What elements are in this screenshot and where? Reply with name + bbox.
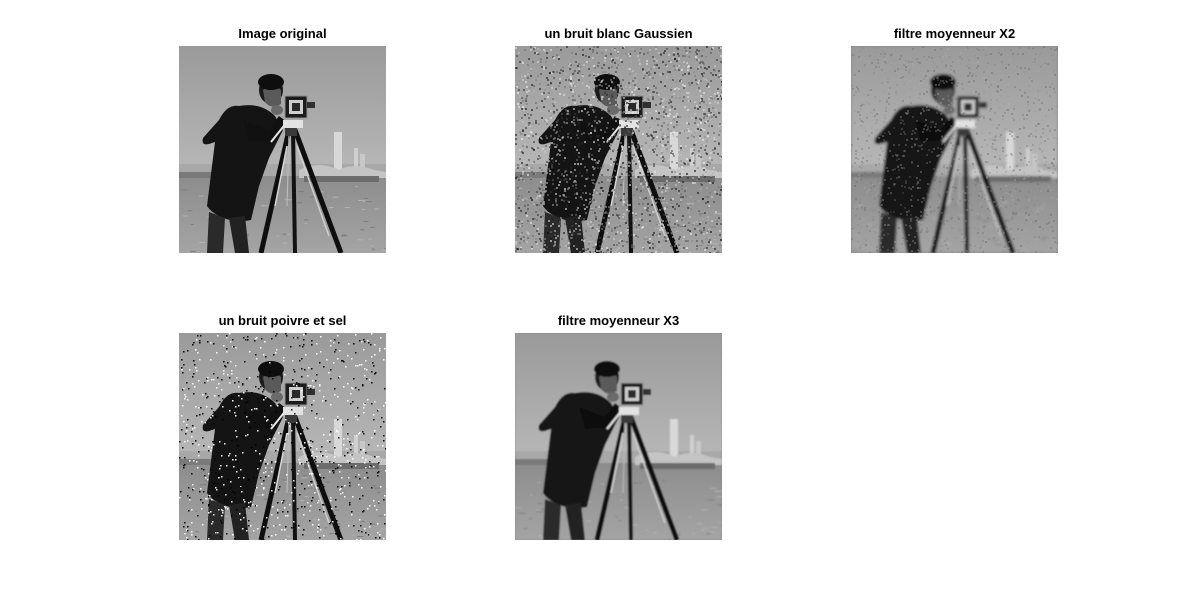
subplot-title-mean3: filtre moyenneur X3 bbox=[557, 313, 680, 328]
subplot-title-mean2: filtre moyenneur X2 bbox=[893, 26, 1016, 41]
subplot-title-gaussian: un bruit blanc Gaussien bbox=[544, 26, 693, 41]
image-original bbox=[179, 46, 386, 253]
image-mean-filter-x3 bbox=[515, 333, 722, 540]
image-salt-pepper-noise bbox=[179, 333, 386, 540]
image-mean-filter-x2 bbox=[851, 46, 1058, 253]
subplot-title-saltpepper: un bruit poivre et sel bbox=[218, 313, 347, 328]
subplot-title-original: Image original bbox=[238, 26, 327, 41]
image-gaussian-noise bbox=[515, 46, 722, 253]
